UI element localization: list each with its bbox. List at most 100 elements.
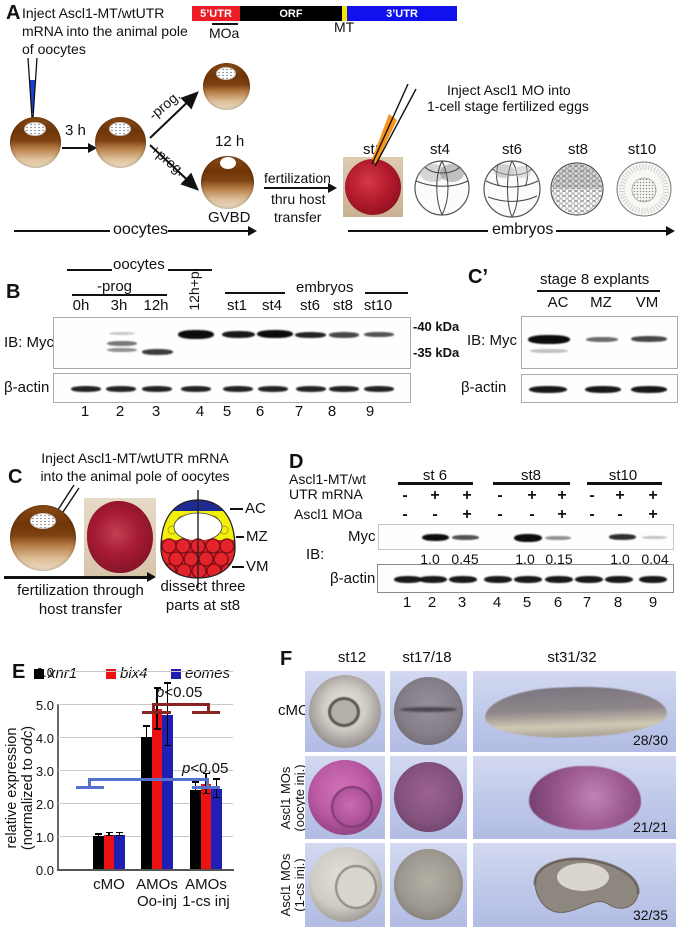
b-col-st6: st6 — [299, 297, 320, 314]
e-errorbar — [194, 782, 197, 798]
e-ytick-label: 1.0 — [35, 830, 54, 846]
b-sub-minus-prog: -prog — [97, 278, 133, 295]
b-col-0h: 0h — [72, 297, 90, 314]
oocytes-axis-label: oocytes — [113, 221, 169, 238]
e-gridline — [58, 704, 233, 706]
panel-e-label: E — [12, 661, 26, 683]
cp-col-vm: VM — [635, 294, 659, 311]
stage-label-st4: st4 — [429, 141, 450, 158]
f-count-1: 28/30 — [632, 732, 668, 748]
e-bar-bix4-1 — [151, 709, 163, 870]
stage-label-st8: st8 — [567, 141, 588, 158]
f-row2-label: Ascl1 MOs (oocyte inj.) — [278, 764, 307, 832]
e-errorbar-cap — [213, 778, 220, 780]
d-actin-label: β-actin — [330, 570, 376, 587]
e-sig-top-label: pp<0.05<0.05 — [156, 684, 203, 701]
c-region-ac: AC — [245, 500, 266, 517]
e-ytick-label: 0.0 — [35, 863, 54, 878]
b-ib-myc-label: IB: Myc — [4, 334, 55, 351]
c-arrow-caption-line2: host transfer — [38, 601, 123, 618]
mrna-construct-diagram: 5’UTR ORF 3’UTR — [192, 6, 457, 21]
b-group-embryos: embryos — [296, 279, 354, 296]
cp-myc-blot — [521, 316, 678, 369]
b-actin-label: β-actin — [4, 379, 50, 396]
embryo-photo-oocyteinj-st12 — [305, 756, 385, 839]
e-ytick-label: 6.0 — [35, 665, 54, 681]
injection-needle-orange-icon — [371, 84, 417, 167]
b-col-st4: st4 — [261, 297, 282, 314]
e-errorbar-cap — [192, 781, 199, 783]
time-3h-label: 3 h — [65, 122, 86, 139]
e-errorbar-cap — [105, 831, 113, 834]
moa-target-line — [212, 23, 238, 25]
d-myc-blot — [378, 524, 674, 550]
e-errorbar-cap — [164, 744, 171, 747]
e-errorbar — [166, 683, 169, 747]
moa-label: MOa — [209, 25, 240, 41]
embryos-axis-label: embryos — [492, 221, 554, 238]
branch-arrows — [149, 91, 199, 191]
d-actin-blot — [377, 564, 674, 593]
injection-needle-blue-icon — [27, 58, 38, 119]
d-ib-label: IB: — [306, 546, 325, 563]
e-bar-xnr1-1 — [141, 737, 152, 870]
b-marker-35kda: -35 kDa — [413, 345, 460, 360]
f-col-st31-32: st31/32 — [547, 649, 597, 666]
embryo-photo-st1 — [343, 157, 403, 217]
panel-cprime-label: C’ — [468, 266, 488, 288]
embryo-drawing-st6 — [483, 160, 541, 218]
b-col-3h: 3h — [110, 297, 128, 314]
e-ytick-label: 5.0 — [35, 698, 54, 714]
e-errorbar-cap — [202, 772, 210, 775]
oocyte-gvbd — [201, 156, 254, 209]
embryo-drawing-st8 — [550, 162, 604, 216]
e-bar-xnr1-2 — [190, 790, 201, 870]
construct-mt-tag — [342, 6, 347, 21]
e-errorbar-cap — [153, 728, 161, 730]
e-plot-area — [58, 654, 233, 870]
cp-actin-blot — [521, 374, 678, 403]
e-errorbar-cap — [153, 687, 161, 689]
b-col-12h-plus-p: 12h+p — [186, 271, 202, 311]
d-row1-line2: UTR mRNA — [289, 486, 363, 502]
c-embryo-photo — [84, 498, 156, 576]
fert-line1: fertilization — [264, 170, 331, 186]
e-errorbar-cap — [116, 831, 123, 834]
b-col-st1: st1 — [226, 297, 247, 314]
e-ytick-label: 4.0 — [35, 731, 54, 747]
oocyte-3h — [95, 117, 146, 168]
stage-label-st10: st10 — [627, 141, 657, 158]
mt-label: MT — [334, 19, 355, 35]
construct-5utr: 5’UTR — [192, 6, 240, 21]
e-errorbar-cap — [116, 834, 123, 837]
e-errorbar-cap — [143, 746, 150, 749]
e-ytick-label: 2.0 — [35, 797, 54, 813]
e-bar-eomes-2 — [211, 789, 222, 870]
gvbd-label: GVBD — [208, 209, 251, 226]
e-errorbar — [108, 833, 110, 837]
embryo-photo-cmo-st31: 28/30 — [473, 671, 676, 752]
embryo-photo-1csinj-st12 — [305, 843, 385, 927]
e-errorbar-cap — [105, 834, 113, 837]
e-y-axis-line — [57, 704, 59, 871]
e-bar-xnr1-0 — [93, 836, 104, 870]
e-y-ticks: 0.0 1.0 2.0 3.0 4.0 5.0 6.0 — [24, 654, 56, 878]
e-gridline — [58, 671, 233, 673]
cp-actin-label: β-actin — [461, 379, 507, 396]
e-errorbar — [118, 833, 121, 837]
e-errorbar — [97, 834, 100, 839]
b-myc-blot — [53, 317, 411, 369]
e-ytick-label: 3.0 — [35, 764, 54, 780]
inject-mo-line2: 1-cell stage fertilized eggs — [427, 98, 589, 114]
e-errorbar-cap — [95, 833, 102, 835]
stage-label-st6: st6 — [501, 141, 522, 158]
c-dissect-line2: parts at st8 — [165, 597, 241, 614]
embryo-photo-1csinj-st17 — [390, 843, 467, 927]
e-x-axis-line — [57, 869, 234, 871]
c-embryo-section-diagram — [160, 490, 236, 588]
d-group-st10: st10 — [608, 467, 638, 484]
time-12h-label: 12 h — [215, 133, 245, 150]
e-errorbar — [205, 774, 207, 795]
e-bar-eomes-0 — [114, 834, 125, 870]
